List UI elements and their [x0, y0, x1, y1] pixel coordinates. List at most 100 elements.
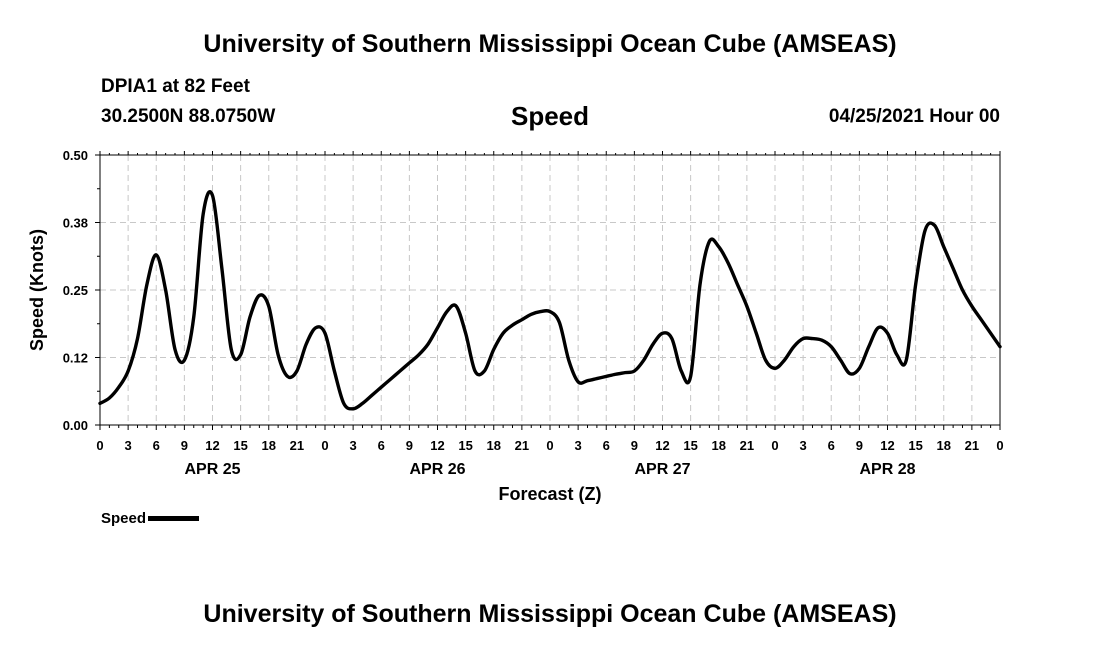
speed-data-point [708, 240, 711, 243]
x-tick-label: 21 [965, 438, 979, 453]
speed-data-point [239, 353, 242, 356]
speed-data-point [699, 283, 702, 286]
speed-data-point [605, 375, 608, 378]
x-tick-label: 12 [205, 438, 219, 453]
speed-data-point [586, 379, 589, 382]
speed-data-point [427, 343, 430, 346]
speed-data-point [933, 224, 936, 227]
speed-data-point [727, 262, 730, 265]
speed-data-point [108, 397, 111, 400]
speed-data-point [802, 337, 805, 340]
speed-data-point [820, 339, 823, 342]
speed-data-point [839, 359, 842, 362]
speed-data-point [774, 367, 777, 370]
day-label: APR 25 [184, 461, 240, 478]
speed-data-point [136, 337, 139, 340]
x-tick-label: 6 [153, 438, 160, 453]
day-label: APR 28 [859, 461, 915, 478]
speed-data-point [324, 332, 327, 335]
speed-data-point [961, 289, 964, 292]
x-tick-label: 18 [712, 438, 726, 453]
speed-data-point [914, 283, 917, 286]
x-tick-label: 3 [800, 438, 807, 453]
speed-data-point [342, 402, 345, 405]
speed-data-point [492, 348, 495, 351]
speed-data-point [689, 375, 692, 378]
y-tick-label: 0.00 [63, 418, 88, 433]
speed-data-point [295, 370, 298, 373]
speed-data-point [792, 345, 795, 348]
forecast-datetime: 04/25/2021 Hour 00 [828, 106, 1000, 127]
speed-data-point [502, 332, 505, 335]
speed-data-point [455, 305, 458, 308]
y-tick-label: 0.25 [63, 283, 88, 298]
x-tick-label: 18 [262, 438, 276, 453]
grid-layer [100, 155, 1000, 425]
speed-data-point [333, 370, 336, 373]
speed-data-point [314, 326, 317, 329]
speed-data-point [783, 359, 786, 362]
speed-data-point [361, 402, 364, 405]
x-tick-label: 0 [771, 438, 778, 453]
speed-data-point [952, 267, 955, 270]
speed-data-point [624, 371, 627, 374]
x-tick-label: 9 [856, 438, 863, 453]
x-tick-label: 9 [181, 438, 188, 453]
speed-data-point [520, 318, 523, 321]
speed-data-point [286, 375, 289, 378]
speed-data-point [567, 359, 570, 362]
speed-data-point [652, 343, 655, 346]
speed-data-point [389, 378, 392, 381]
speed-data-point [352, 407, 355, 410]
speed-data-point [99, 402, 102, 405]
speed-data-point [577, 380, 580, 383]
coordinates-label: 30.2500N 88.0750W [101, 106, 276, 127]
speed-data-point [877, 326, 880, 329]
legend-line-swatch [148, 516, 200, 521]
speed-data-point [370, 394, 373, 397]
speed-data-point [539, 310, 542, 313]
speed-chart: 0.00 0.12 0.25 0.38 0.50 0 3 6 9 12 15 18 21 0 3 6 9 12 15… [27, 148, 1004, 504]
speed-data-point [924, 229, 927, 232]
x-tick-label: 0 [546, 438, 553, 453]
speed-data-point [867, 345, 870, 348]
speed-data-point [558, 321, 561, 324]
speed-data-point [942, 245, 945, 248]
speed-data-point [267, 305, 270, 308]
speed-data-point [886, 332, 889, 335]
x-tick-label: 15 [683, 438, 697, 453]
speed-data-point [595, 377, 598, 380]
speed-data-point [220, 267, 223, 270]
x-tick-label: 6 [828, 438, 835, 453]
x-tick-label: 3 [125, 438, 132, 453]
speed-data-point [755, 332, 758, 335]
speed-data-point [155, 253, 158, 256]
x-tick-label: 0 [321, 438, 328, 453]
x-tick-label: 6 [378, 438, 385, 453]
x-tick-label: 18 [937, 438, 951, 453]
tick-layer: 0.00 0.12 0.25 0.38 0.50 0 3 6 9 12 15 18 21 0 3 6 9 12 15… [63, 148, 1004, 478]
y-axis-label: Speed (Knots) [27, 229, 47, 351]
speed-data-point [999, 345, 1002, 348]
speed-data-point [145, 283, 148, 286]
variable-title: Speed [510, 101, 590, 131]
speed-data-point [745, 305, 748, 308]
speed-data-point [277, 353, 280, 356]
x-tick-label: 12 [430, 438, 444, 453]
day-label: APR 27 [634, 461, 690, 478]
speed-data-point [483, 370, 486, 373]
speed-data-point [399, 370, 402, 373]
speed-data-point [989, 332, 992, 335]
speed-data-point [970, 305, 973, 308]
speed-data-point [474, 370, 477, 373]
speed-data-point [830, 345, 833, 348]
speed-data-point [230, 348, 233, 351]
speed-data-point [183, 359, 186, 362]
speed-data-point [464, 332, 467, 335]
speed-data-point [174, 348, 177, 351]
speed-data-point [445, 310, 448, 313]
x-tick-label: 0 [996, 438, 1003, 453]
y-tick-label: 0.12 [63, 351, 88, 366]
speed-data-point [895, 353, 898, 356]
x-tick-label: 3 [350, 438, 357, 453]
